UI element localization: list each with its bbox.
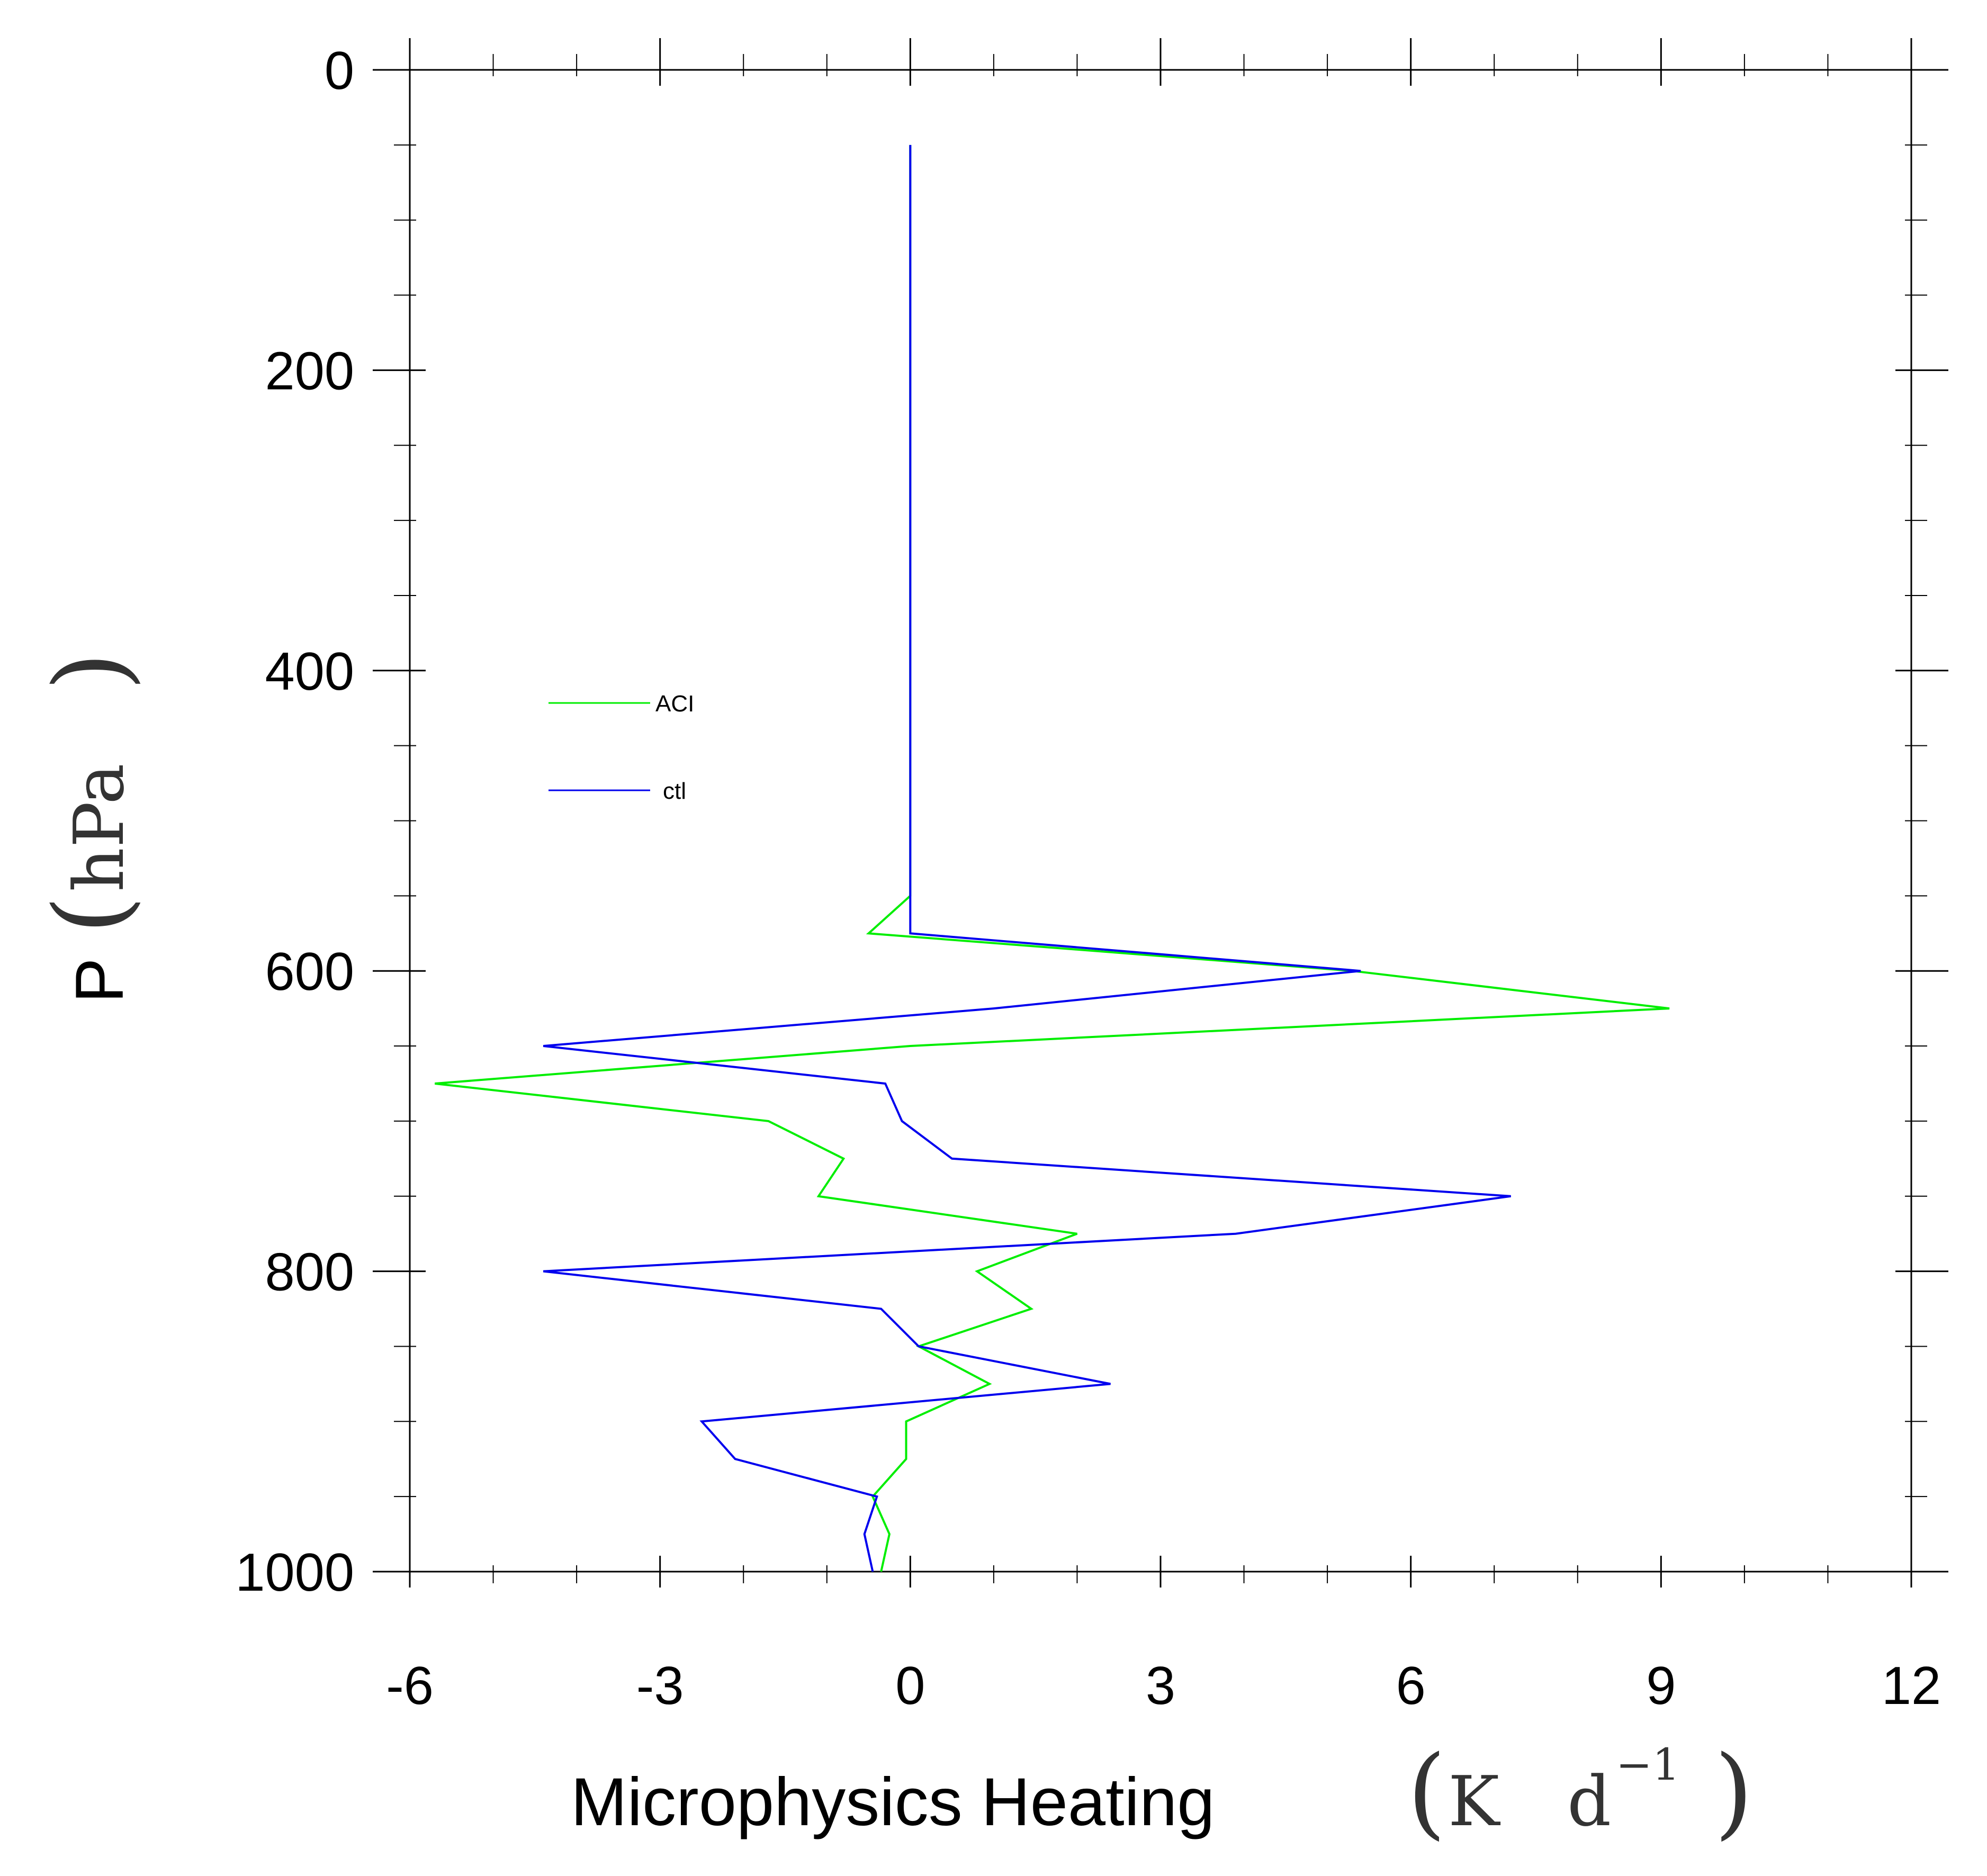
y-axis-title: P ( hPa ): [33, 652, 149, 1003]
x-axis-unit-close-paren: ): [1714, 1734, 1753, 1850]
axis-ticks: [373, 38, 1948, 1588]
x-axis-unit-d: d: [1567, 1761, 1611, 1842]
legend-label-aci: ACI: [655, 691, 694, 717]
y-tick-label: 1000: [235, 1543, 354, 1602]
series-lines: [435, 145, 1670, 1572]
y-tick-label: 200: [265, 341, 354, 401]
series-line-ctl: [543, 145, 1511, 1572]
tick-labels: -6 -3 0 3 6 9 12 0 200 400 600 800 1000: [235, 41, 1941, 1716]
x-tick-label: 3: [1146, 1656, 1175, 1716]
x-tick-label: 12: [1882, 1656, 1941, 1716]
y-axis-unit-open-paren: (: [33, 896, 149, 934]
x-axis-title: Microphysics Heating ( K d −1 ): [571, 1734, 1753, 1850]
x-tick-label: 0: [895, 1656, 925, 1716]
x-tick-label: -3: [636, 1656, 684, 1716]
x-axis-unit-exponent: −1: [1616, 1740, 1680, 1790]
y-tick-label: 400: [265, 642, 354, 701]
x-axis-unit-k: K: [1448, 1761, 1501, 1842]
legend: ACI ctl: [549, 691, 694, 804]
x-axis-unit-open-paren: (: [1407, 1734, 1446, 1850]
y-tick-label: 0: [325, 41, 354, 101]
x-tick-label: -6: [386, 1656, 434, 1716]
x-tick-label: 9: [1646, 1656, 1676, 1716]
y-tick-label: 800: [265, 1243, 354, 1302]
x-tick-label: 6: [1396, 1656, 1426, 1716]
x-axis-label: Microphysics Heating: [571, 1764, 1215, 1840]
y-axis-unit-close-paren: ): [33, 652, 149, 691]
y-axis-unit: hPa: [59, 763, 139, 892]
legend-label-ctl: ctl: [663, 778, 686, 804]
y-axis-label: P: [62, 958, 138, 1003]
plot-frame: [409, 69, 1912, 1573]
y-tick-label: 600: [265, 942, 354, 1002]
series-line-aci: [435, 145, 1670, 1572]
